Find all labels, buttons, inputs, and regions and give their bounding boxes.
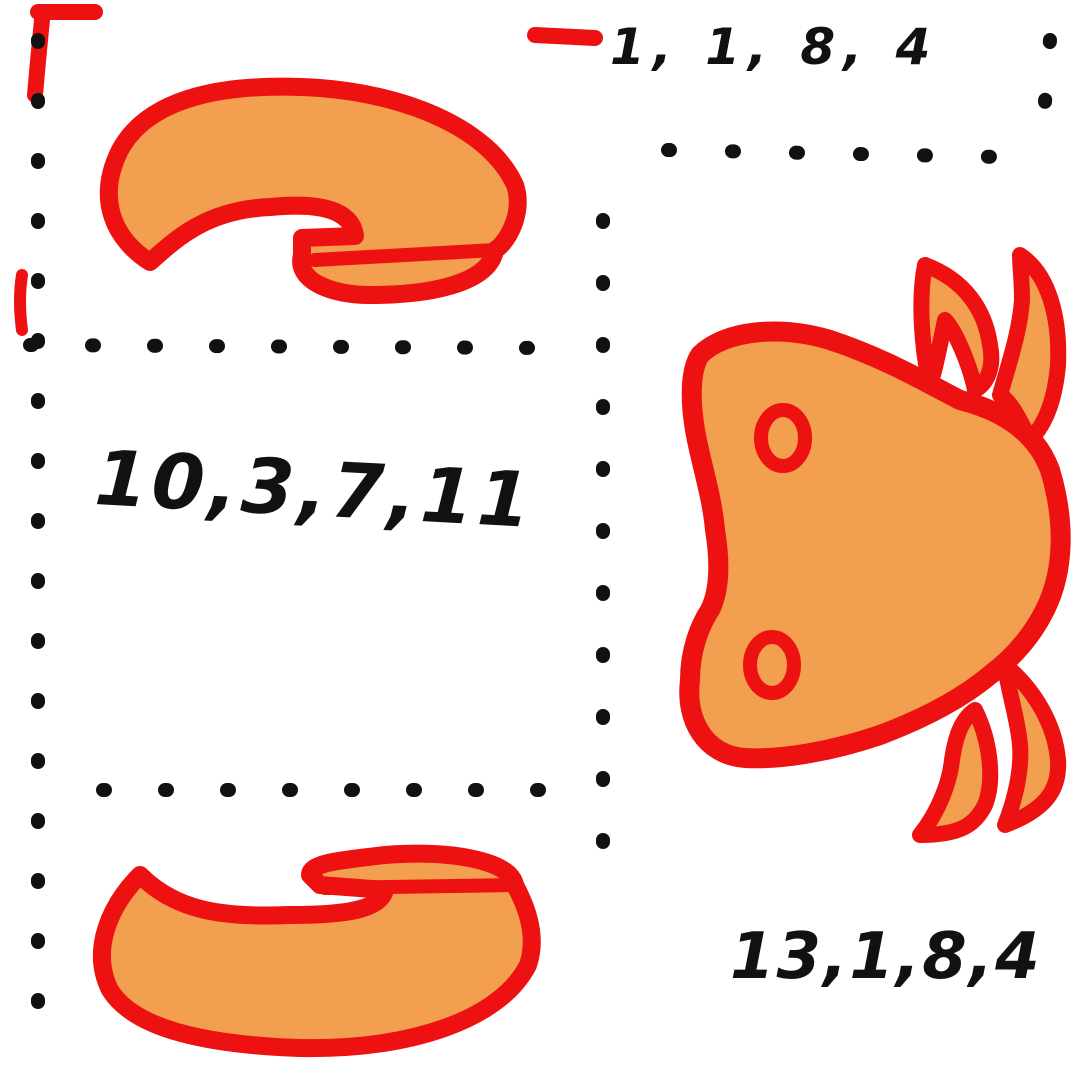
red-dash-top	[527, 27, 603, 46]
red-corner-scribble	[27, 4, 103, 103]
dotted-lines	[23, 33, 1057, 1067]
number-label-bottom-right: 13,1,8,4	[730, 920, 1042, 994]
bottom-claw-shape	[93, 844, 541, 1058]
red-side-scribble	[14, 269, 28, 336]
number-label-left-middle: 10,3,7,11	[92, 433, 537, 545]
number-label-top-right: 1, 1, 8, 4	[610, 18, 939, 76]
crab-eye-bottom	[743, 630, 801, 700]
crab-eye-top	[754, 403, 812, 473]
